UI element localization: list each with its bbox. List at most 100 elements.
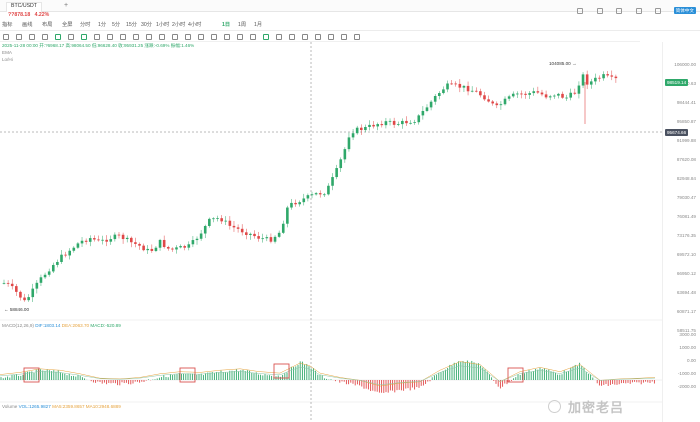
highlight-box <box>507 367 524 383</box>
last-price: ??878.18 <box>8 12 31 18</box>
current-price-tag: 98519.14 <box>665 79 689 86</box>
candle-body <box>97 239 100 241</box>
price-tick: 98444.41 <box>676 100 696 105</box>
draw-tool-icon[interactable] <box>172 34 178 40</box>
draw-tool-icon[interactable] <box>29 34 35 40</box>
candle-body <box>355 127 359 134</box>
watermark-logo-icon <box>548 400 561 413</box>
candle-body <box>516 93 519 95</box>
draw-tool-icon[interactable] <box>198 34 204 40</box>
language-button[interactable]: 简体中文 <box>673 7 696 15</box>
toolbar-item-7[interactable]: 15分 <box>126 22 137 28</box>
draw-tool-icon[interactable] <box>94 34 100 40</box>
candle-body <box>249 233 252 235</box>
fullscreen-icon[interactable] <box>635 7 642 14</box>
toolbar-item-13[interactable]: 1周 <box>238 22 247 28</box>
draw-tool-icon[interactable] <box>341 34 347 40</box>
draw-tool-icon[interactable] <box>55 34 61 40</box>
indicator-legend-ema[interactable]: EMA <box>2 50 12 55</box>
toolbar-item-6[interactable]: 5分 <box>112 22 121 28</box>
candle-body <box>27 297 30 301</box>
candle-body <box>60 254 63 262</box>
draw-tool-icon[interactable] <box>159 34 165 40</box>
toolbar-item-4[interactable]: 分时 <box>80 22 91 28</box>
draw-tool-icon[interactable] <box>120 34 126 40</box>
draw-tool-icon[interactable] <box>250 34 256 40</box>
toolbar-item-8[interactable]: 30分 <box>141 22 152 28</box>
highlight-box <box>23 367 40 383</box>
draw-tool-icon[interactable] <box>81 34 87 40</box>
candle-body <box>351 133 355 138</box>
draw-tool-icon[interactable] <box>302 34 308 40</box>
candle-body <box>598 77 601 79</box>
candle-body <box>335 168 338 178</box>
candle-body <box>269 237 273 242</box>
draw-tool-icon[interactable] <box>276 34 282 40</box>
candle-body <box>244 232 248 235</box>
candle-body <box>158 239 162 248</box>
candle-body <box>520 93 523 95</box>
draw-tool-icon[interactable] <box>16 34 22 40</box>
alarm-icon[interactable] <box>577 7 584 14</box>
candle-body <box>594 77 597 82</box>
volume-ma5: MA5:2359.8657 <box>52 404 85 409</box>
draw-tool-icon[interactable] <box>224 34 230 40</box>
draw-tool-icon[interactable] <box>263 34 269 40</box>
candle-body <box>125 237 129 240</box>
candle-body <box>405 120 408 124</box>
draw-tool-icon[interactable] <box>354 34 360 40</box>
candle-body <box>195 238 199 241</box>
draw-tool-icon[interactable] <box>185 34 191 40</box>
gear-icon[interactable] <box>616 7 623 14</box>
draw-tool-icon[interactable] <box>211 34 217 40</box>
draw-tool-icon[interactable] <box>107 34 113 40</box>
toolbar-item-9[interactable]: 1小时 <box>156 22 170 28</box>
candle-body <box>281 223 285 233</box>
draw-tool-icon[interactable] <box>328 34 334 40</box>
toolbar-item-3[interactable]: 全屏 <box>62 22 73 28</box>
candle-body <box>318 193 322 195</box>
draw-tool-icon[interactable] <box>315 34 321 40</box>
volume-legend: Volume VOL:1265.9827 MA5:2359.8657 MA10:… <box>2 404 121 410</box>
candle-body <box>581 74 585 86</box>
indicator-legend-lohi[interactable]: Lo/Hi <box>2 57 13 62</box>
draw-tool-icon[interactable] <box>146 34 152 40</box>
draw-tool-icon[interactable] <box>237 34 243 40</box>
macd-tick: -1000.00 <box>677 371 696 376</box>
toolbar-item-12[interactable]: 1日 <box>222 22 231 28</box>
candle-body <box>339 159 343 169</box>
add-tab-icon[interactable]: + <box>64 2 69 9</box>
tab-btcusdt[interactable]: BTC/USDT <box>6 2 42 12</box>
toolbar-item-2[interactable]: 布局 <box>42 22 53 28</box>
candle-body <box>438 93 441 97</box>
ticker-price-row: ??878.18 4.22% <box>8 12 49 19</box>
candle-body <box>614 76 618 79</box>
theme-icon[interactable] <box>655 7 662 14</box>
toolbar-item-11[interactable]: 4小时 <box>188 22 202 28</box>
candle-body <box>602 74 605 79</box>
candle-body <box>146 248 150 251</box>
toolbar-item-14[interactable]: 1月 <box>254 22 263 28</box>
candle-body <box>540 92 544 95</box>
draw-tool-icon[interactable] <box>133 34 139 40</box>
candle-body <box>10 283 14 287</box>
candle-body <box>2 282 6 284</box>
camera-icon[interactable] <box>596 7 603 14</box>
candle-body <box>23 297 26 301</box>
price-chart[interactable]: 104085.00 → ← 58846.00 <box>0 42 700 422</box>
toolbar-item-10[interactable]: 2小时 <box>172 22 186 28</box>
candle-body <box>220 218 223 222</box>
draw-tool-icon[interactable] <box>68 34 74 40</box>
toolbar-item-1[interactable]: 画线 <box>22 22 33 28</box>
draw-tool-icon[interactable] <box>289 34 295 40</box>
toolbar-item-5[interactable]: 1分 <box>98 22 107 28</box>
toolbar-item-0[interactable]: 指标 <box>2 22 13 28</box>
price-change: 4.22% <box>34 12 50 18</box>
crosshair-price-tag: 95674.66 <box>665 129 689 136</box>
draw-tool-icon[interactable] <box>42 34 48 40</box>
candle-body <box>380 124 384 126</box>
draw-tool-icon[interactable] <box>3 34 9 40</box>
candle-body <box>392 120 396 125</box>
candle-body <box>290 202 293 208</box>
candle-body <box>166 246 170 249</box>
